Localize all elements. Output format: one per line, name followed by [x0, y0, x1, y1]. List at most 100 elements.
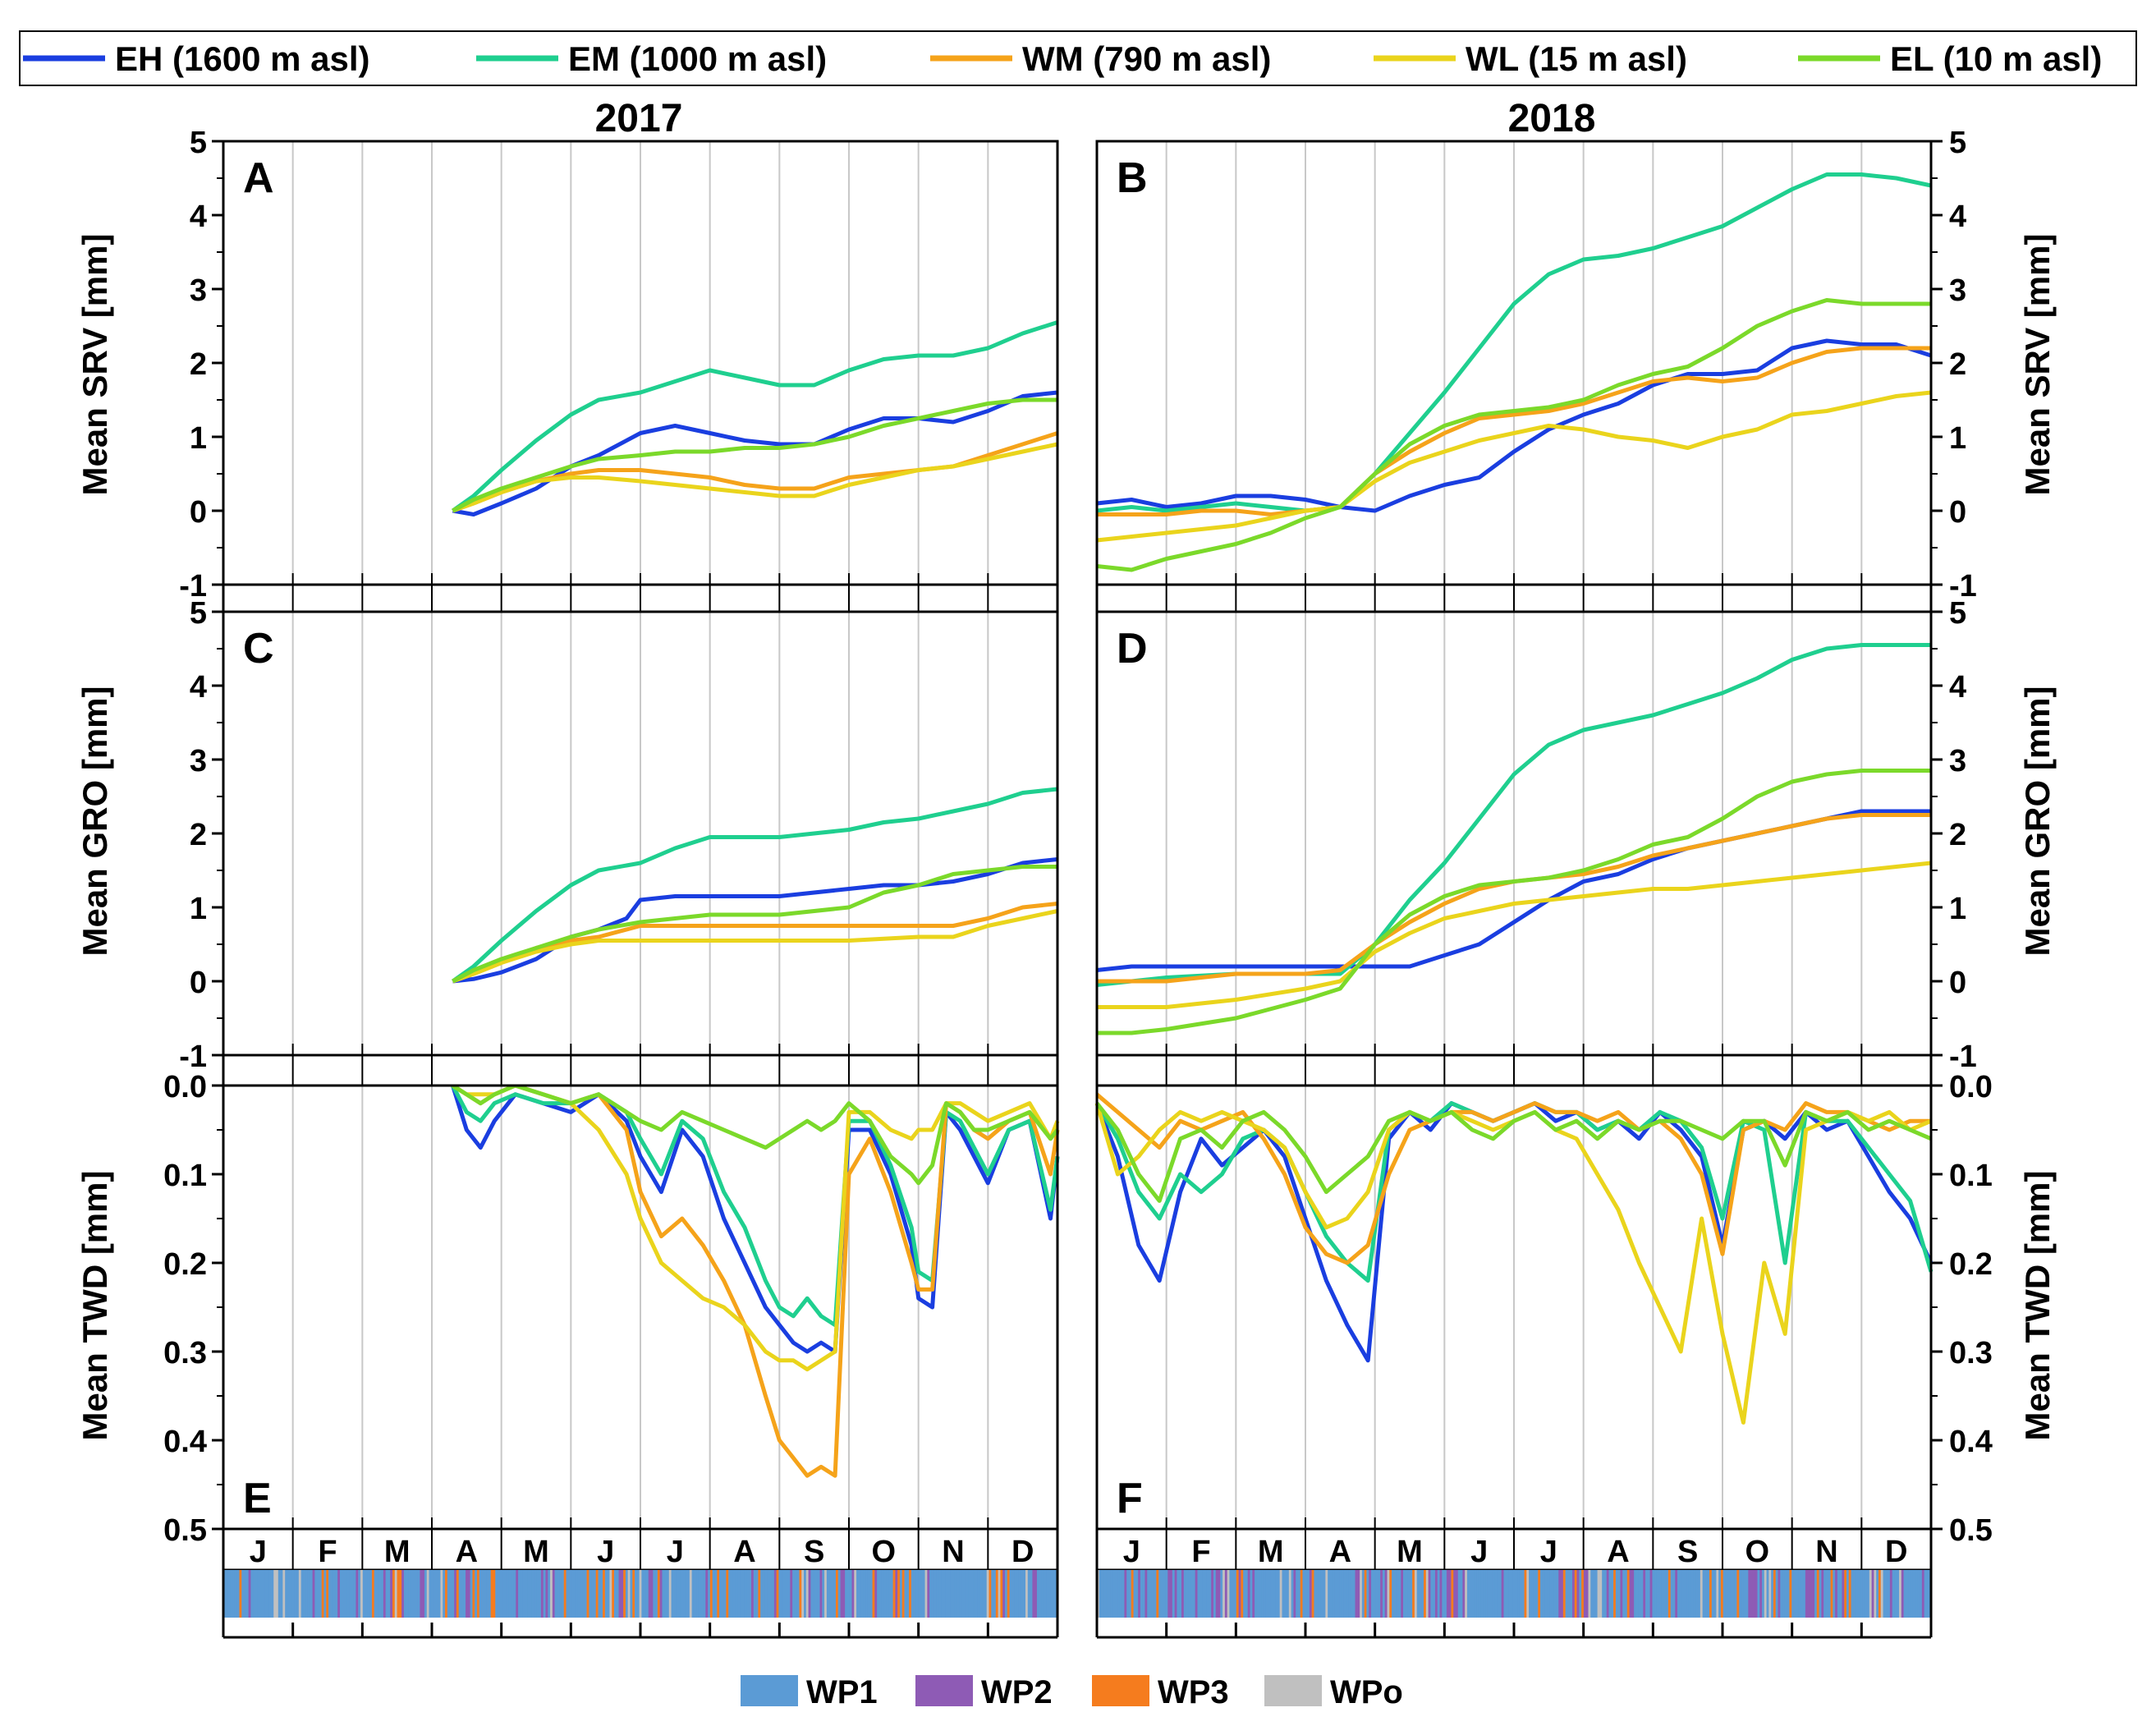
wp-day — [1540, 1570, 1544, 1618]
wp-swatch — [915, 1675, 973, 1706]
wp-day — [1611, 1570, 1614, 1618]
wp-day — [1466, 1570, 1470, 1618]
wp-day — [1369, 1570, 1372, 1618]
wp-day — [659, 1570, 663, 1618]
wp-day — [337, 1570, 341, 1618]
wp-day — [319, 1570, 323, 1618]
wp-day — [488, 1570, 492, 1618]
wp-day — [644, 1570, 647, 1618]
wp-day — [1416, 1570, 1420, 1618]
wp-day — [411, 1570, 414, 1618]
series-line-wl — [1097, 861, 1932, 1009]
series-line-wl — [452, 909, 1058, 984]
weather-pattern-legend: WP1 WP2 WP3 WPo — [741, 1674, 1403, 1710]
panel-letter: E — [243, 1475, 272, 1522]
month-label: A — [1329, 1535, 1351, 1569]
wp-day — [1561, 1570, 1564, 1618]
wp-day — [769, 1570, 773, 1618]
wp-day — [1485, 1570, 1489, 1618]
wp-day — [845, 1570, 848, 1618]
wp-day — [767, 1570, 770, 1618]
wp-day — [1252, 1570, 1255, 1618]
wp-day — [682, 1570, 686, 1618]
wp-day — [947, 1570, 951, 1618]
wp-day — [1839, 1570, 1843, 1618]
wp-day — [691, 1570, 695, 1618]
wp-day — [403, 1570, 407, 1618]
series-line-el — [1096, 298, 1931, 572]
y-tick-label: 0 — [190, 966, 207, 1000]
wp-day — [326, 1570, 329, 1618]
wp-day — [1739, 1570, 1742, 1618]
y-tick-label: 0.3 — [1949, 1336, 1993, 1370]
wp-day — [1848, 1570, 1852, 1618]
wp-day — [863, 1570, 866, 1618]
wp-day — [1533, 1570, 1537, 1618]
wp-day — [1608, 1570, 1612, 1618]
wp-day — [618, 1570, 622, 1618]
wp-day — [1446, 1570, 1450, 1618]
wp-day — [1576, 1570, 1580, 1618]
wp-day — [1741, 1570, 1745, 1618]
wp-day — [420, 1570, 423, 1618]
y-tick-label: 3 — [190, 273, 207, 308]
wp-day — [1810, 1570, 1813, 1618]
wp-day — [1188, 1570, 1191, 1618]
wp-day — [869, 1570, 874, 1618]
wp-day — [1428, 1570, 1431, 1618]
wp-day — [744, 1570, 748, 1618]
wp-day — [1693, 1570, 1696, 1618]
wp-day — [1103, 1570, 1107, 1618]
wp-day — [1160, 1570, 1164, 1618]
wp-day — [1174, 1570, 1178, 1618]
wp-day — [1291, 1570, 1294, 1618]
wp-day — [1469, 1570, 1473, 1618]
y-tick-label: 0.1 — [1949, 1159, 1993, 1193]
wp-day — [1497, 1570, 1500, 1618]
wp-day — [979, 1570, 983, 1618]
wp-day — [1583, 1570, 1587, 1618]
wp-day — [1401, 1570, 1404, 1618]
wp-day — [296, 1570, 300, 1618]
wp-day — [268, 1570, 273, 1618]
wp-day — [1581, 1570, 1585, 1618]
wp-day — [1156, 1570, 1159, 1618]
wp-day — [993, 1570, 997, 1618]
wp-day — [1297, 1570, 1301, 1618]
wp-day — [557, 1570, 560, 1618]
wp-day — [1800, 1570, 1804, 1618]
wp-legend-entry-wp1: WP1 — [741, 1674, 878, 1710]
wp-day — [1606, 1570, 1610, 1618]
wp-day — [1442, 1570, 1445, 1618]
wp-day — [1296, 1570, 1299, 1618]
wp-day — [645, 1570, 649, 1618]
wp-day — [1652, 1570, 1655, 1618]
wp-day — [1782, 1570, 1786, 1618]
wp-day — [317, 1570, 320, 1618]
wp-swatch — [1264, 1675, 1322, 1706]
wp-day — [1255, 1570, 1258, 1618]
y-tick-label: -1 — [179, 569, 207, 604]
wp-day — [1750, 1570, 1754, 1618]
wp-day — [819, 1570, 823, 1618]
y-tick-label: 4 — [1949, 200, 1966, 234]
wp-day — [239, 1570, 242, 1618]
wp-day — [1567, 1570, 1571, 1618]
wp-day — [867, 1570, 871, 1618]
wp-day — [1805, 1570, 1809, 1618]
wp-day — [1041, 1570, 1044, 1618]
wp-day — [1732, 1570, 1736, 1618]
wp-day — [289, 1570, 293, 1618]
wp-day — [1667, 1570, 1672, 1618]
wp-day — [842, 1570, 846, 1618]
wp-day — [989, 1570, 992, 1618]
y-tick-label: 0.1 — [163, 1159, 207, 1193]
wp-day — [540, 1570, 544, 1618]
wp-day — [625, 1570, 629, 1618]
month-separator-strip — [222, 1054, 1059, 1087]
wp-day — [1392, 1570, 1395, 1618]
wp-day — [1837, 1570, 1841, 1618]
wp-day — [362, 1570, 366, 1618]
wp-day — [1833, 1570, 1836, 1618]
